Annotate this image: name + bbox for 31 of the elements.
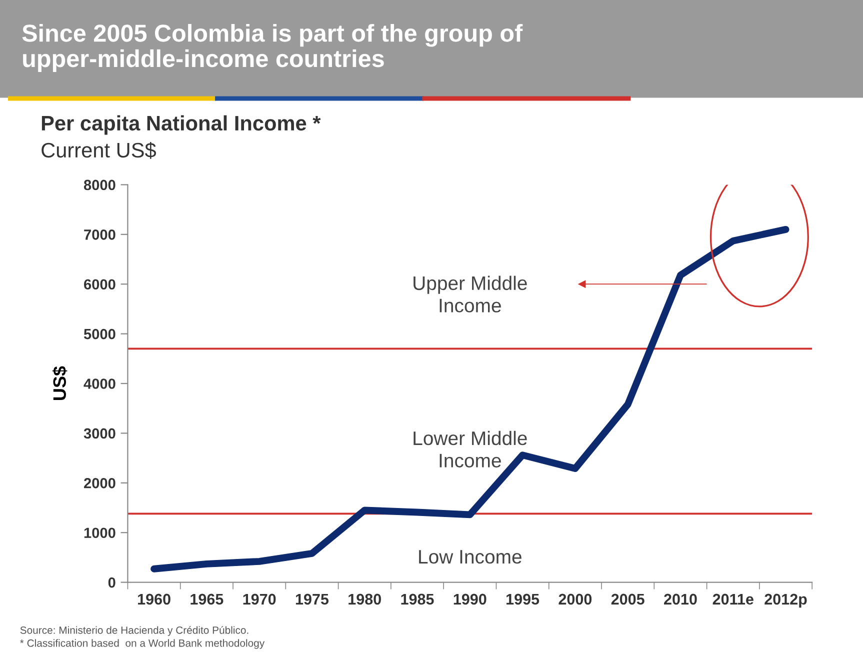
y-tick-label: 5000 bbox=[84, 328, 116, 340]
source-note: Source: Ministerio de Hacienda y Crédito Público. bbox=[20, 626, 248, 636]
x-tick-label: 2000 bbox=[558, 594, 592, 605]
chart-title: Since 2005 Colombia is part of the group of upper-middle-income countries bbox=[22, 24, 523, 72]
y-tick-label: 0 bbox=[108, 577, 116, 588]
y-axis-title: US$ bbox=[52, 366, 68, 400]
x-tick-label: 1965 bbox=[190, 594, 224, 605]
x-tick-label: 2010 bbox=[664, 594, 697, 605]
y-tick-label: 8000 bbox=[84, 180, 116, 190]
x-tick-label: 1990 bbox=[454, 594, 486, 605]
x-tick-label: 1980 bbox=[348, 594, 381, 605]
y-tick-label: 7000 bbox=[84, 230, 116, 240]
annotation: Upper Middle Income bbox=[414, 276, 527, 312]
y-tick-label: 6000 bbox=[84, 279, 116, 290]
x-tick-label: 1985 bbox=[401, 594, 434, 605]
text: * Classification based on a World Bank methodology bbox=[20, 639, 265, 649]
x-tick-label: 2011e bbox=[712, 594, 754, 605]
y-tick-label: 3000 bbox=[84, 428, 116, 439]
x-tick-label: 1975 bbox=[296, 594, 329, 605]
y-tick-label: 2000 bbox=[84, 478, 116, 488]
x-tick-label: 1970 bbox=[243, 594, 276, 605]
y-tick-label: 4000 bbox=[84, 378, 116, 389]
text: Current US$ bbox=[42, 142, 156, 159]
chart-subtitle: Per capita National Income * bbox=[42, 115, 321, 135]
annotation: Lower Middle Income bbox=[414, 430, 527, 468]
annotation: Low Income bbox=[419, 550, 522, 564]
y-tick-label: 1000 bbox=[84, 528, 116, 538]
x-tick-label: 2005 bbox=[611, 594, 644, 605]
x-tick-label: 2012p bbox=[764, 594, 807, 608]
x-tick-label: 1960 bbox=[138, 594, 170, 605]
x-tick-label: 1995 bbox=[506, 594, 540, 605]
